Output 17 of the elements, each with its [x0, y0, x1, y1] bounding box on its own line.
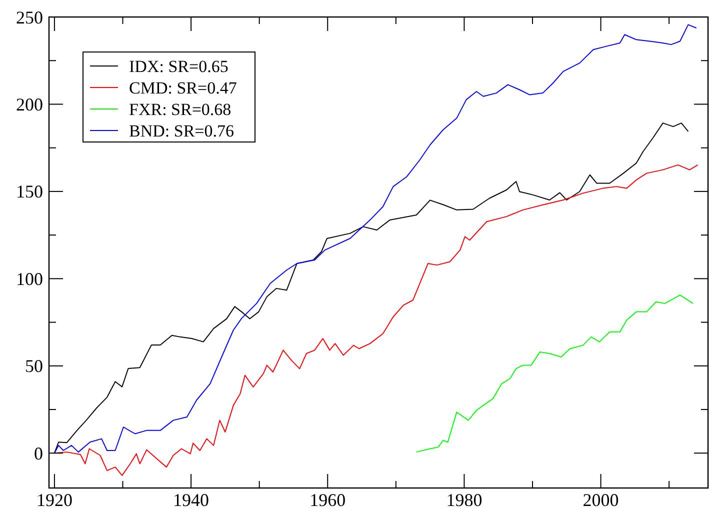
legend-label: FXR: SR=0.68 [129, 100, 232, 119]
y-tick-label: 0 [34, 443, 43, 464]
y-tick-label: 200 [16, 94, 43, 115]
x-tick-label: 1980 [446, 490, 482, 508]
x-tick-label: 1920 [36, 490, 72, 508]
y-tick-label: 150 [16, 182, 43, 202]
legend-label: IDX: SR=0.65 [129, 56, 228, 76]
x-tick-label: 2000 [582, 490, 619, 508]
y-tick-label: 50 [25, 356, 43, 376]
x-tick-label: 1940 [173, 490, 210, 508]
x-tick-label: 1960 [310, 490, 346, 508]
line-series [54, 24, 697, 454]
y-tick-label: 100 [16, 268, 43, 289]
y-tick-label: 250 [16, 7, 43, 28]
line-series [416, 294, 694, 453]
legend-label: CMD: SR=0.47 [129, 78, 238, 98]
legend-label: BND: SR=0.76 [129, 121, 234, 140]
